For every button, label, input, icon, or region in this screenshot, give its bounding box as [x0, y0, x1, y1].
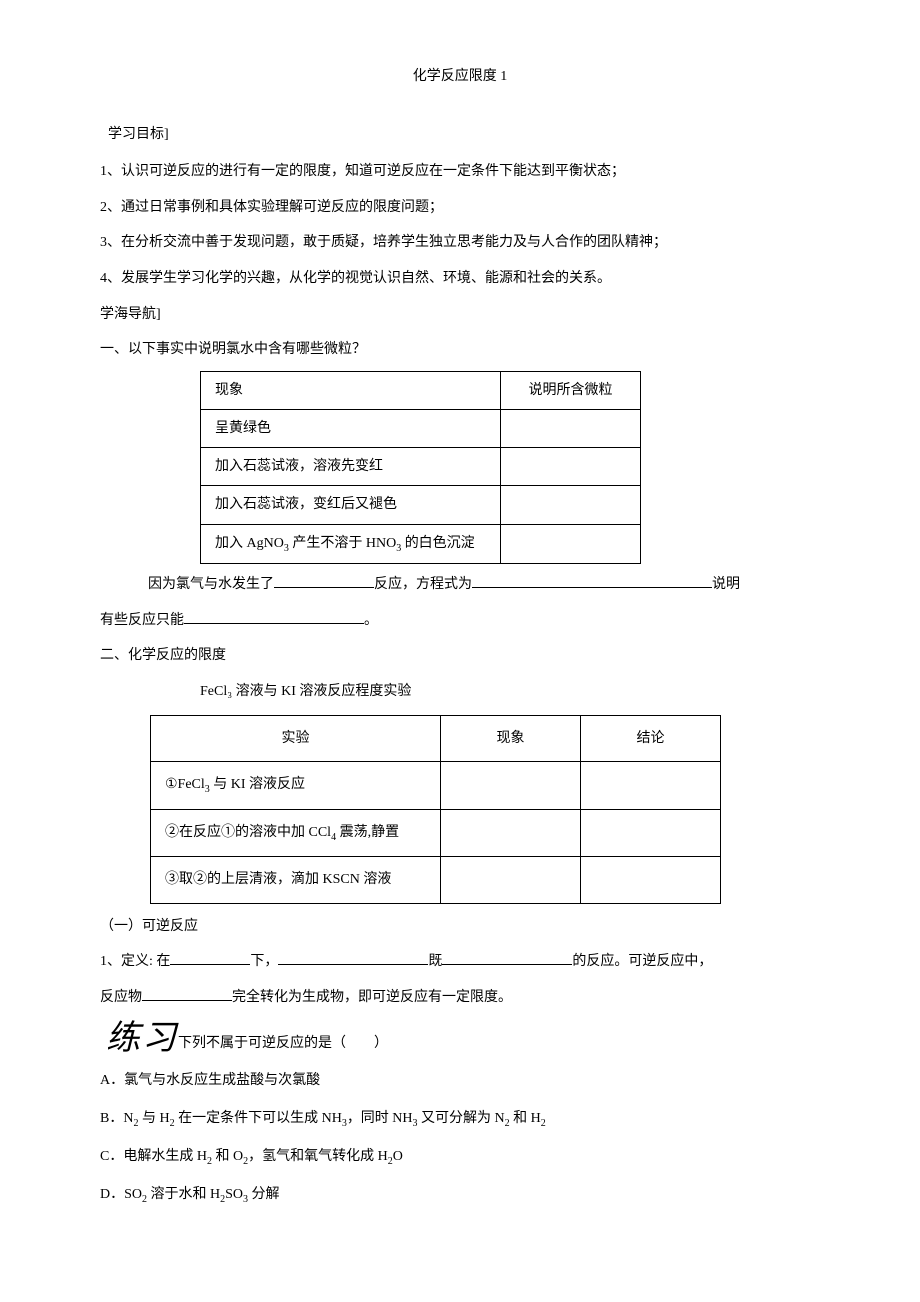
- table-row: 呈黄绿色: [201, 409, 641, 447]
- blank: [170, 951, 250, 965]
- table-header: 说明所含微粒: [501, 371, 641, 409]
- table-cell: ②在反应①的溶液中加 CCl4 震荡,静置: [151, 809, 441, 857]
- table-header: 现象: [201, 371, 501, 409]
- table-cell: 加入石蕊试液，溶液先变红: [201, 448, 501, 486]
- blank: [274, 574, 374, 588]
- table-header: 实验: [151, 715, 441, 761]
- goal-item: 2、通过日常事例和具体实验理解可逆反应的限度问题；: [100, 191, 820, 225]
- table-row: ①FeCl3 与 KI 溶液反应: [151, 761, 721, 809]
- table-row: 加入 AgNO3 产生不溶于 HNO3 的白色沉淀: [201, 524, 641, 564]
- table-header: 结论: [581, 715, 721, 761]
- table-cell: 呈黄绿色: [201, 409, 501, 447]
- nav-label: 学海导航]: [100, 298, 820, 332]
- text: 说明: [712, 577, 740, 592]
- blank: [472, 574, 712, 588]
- table-row: 加入石蕊试液，变红后又褪色: [201, 486, 641, 524]
- table-row: 加入石蕊试液，溶液先变红: [201, 448, 641, 486]
- goal-item: 1、认识可逆反应的进行有一定的限度，知道可逆反应在一定条件下能达到平衡状态；: [100, 155, 820, 189]
- text: 反应物: [100, 990, 142, 1005]
- table2-caption: FeCl₃ 溶液与 KI 溶液反应程度实验: [100, 675, 820, 709]
- table-cell: ③取②的上层清液，滴加 KSCN 溶液: [151, 857, 441, 903]
- table-header: 现象: [441, 715, 581, 761]
- table-header-row: 实验 现象 结论: [151, 715, 721, 761]
- option-d: D．SO2 溶于水和 H2SO3 分解: [100, 1178, 820, 1212]
- table-cell: 加入石蕊试液，变红后又褪色: [201, 486, 501, 524]
- text: 既: [428, 954, 442, 969]
- q2-heading: 二、化学反应的限度: [100, 639, 820, 673]
- text: 完全转化为生成物，即可逆反应有一定限度。: [232, 990, 512, 1005]
- experiment-table: 实验 现象 结论 ①FeCl3 与 KI 溶液反应 ②在反应①的溶液中加 CCl…: [150, 715, 721, 904]
- q1-heading: 一、以下事实中说明氯水中含有哪些微粒？: [100, 333, 820, 367]
- table-row: ③取②的上层清液，滴加 KSCN 溶液: [151, 857, 721, 903]
- text: 有些反应只能: [100, 613, 184, 628]
- blank: [278, 951, 428, 965]
- text: 1、定义: 在: [100, 954, 170, 969]
- practice-stem: 下列不属于可逆反应的是（ ）: [178, 1027, 388, 1061]
- table-cell: ①FeCl3 与 KI 溶液反应: [151, 761, 441, 809]
- practice-heading: 练习 下列不属于可逆反应的是（ ）: [100, 1022, 820, 1060]
- blank: [442, 951, 572, 965]
- option-a: A．氯气与水反应生成盐酸与次氯酸: [100, 1064, 820, 1098]
- text: 下，: [250, 954, 278, 969]
- option-b: B．N2 与 H2 在一定条件下可以生成 NH3，同时 NH3 又可分解为 N2…: [100, 1102, 820, 1136]
- fill-line-1: 因为氯气与水发生了 反应，方程式为 说明: [100, 568, 820, 602]
- table-cell: 加入 AgNO3 产生不溶于 HNO3 的白色沉淀: [201, 524, 501, 564]
- option-c: C．电解水生成 H2 和 O2，氢气和氧气转化成 H2O: [100, 1140, 820, 1174]
- sub1-heading: （一）可逆反应: [100, 910, 820, 944]
- definition-line-2: 反应物 完全转化为生成物，即可逆反应有一定限度。: [100, 981, 820, 1015]
- text: 。: [364, 613, 378, 628]
- text: 的反应。可逆反应中，: [572, 954, 712, 969]
- particles-table: 现象 说明所含微粒 呈黄绿色 加入石蕊试液，溶液先变红 加入石蕊试液，变红后又褪…: [200, 371, 641, 565]
- table-header-row: 现象 说明所含微粒: [201, 371, 641, 409]
- goal-item: 4、发展学生学习化学的兴趣，从化学的视觉认识自然、环境、能源和社会的关系。: [100, 262, 820, 296]
- fill-line-2: 有些反应只能 。: [100, 604, 820, 638]
- blank: [184, 610, 364, 624]
- practice-icon: 练习: [100, 1022, 178, 1060]
- goal-item: 3、在分析交流中善于发现问题，敢于质疑，培养学生独立思考能力及与人合作的团队精神…: [100, 226, 820, 260]
- table-row: ②在反应①的溶液中加 CCl4 震荡,静置: [151, 809, 721, 857]
- blank: [142, 987, 232, 1001]
- definition-line-1: 1、定义: 在 下， 既 的反应。可逆反应中，: [100, 945, 820, 979]
- text: 因为氯气与水发生了: [148, 577, 274, 592]
- goals-label: 学习目标]: [100, 118, 820, 152]
- page-title: 化学反应限度 1: [100, 60, 820, 94]
- text: 反应，方程式为: [374, 577, 472, 592]
